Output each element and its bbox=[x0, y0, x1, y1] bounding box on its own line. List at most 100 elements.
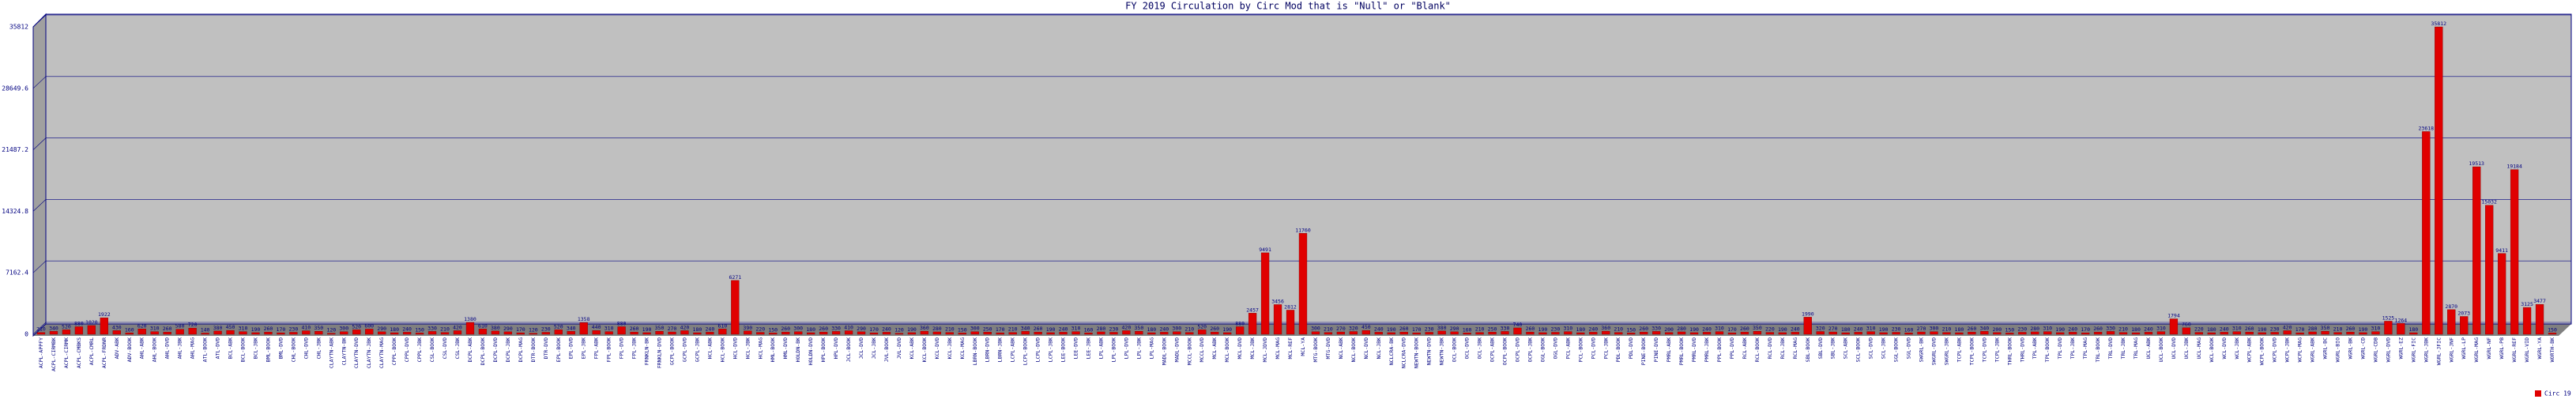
x-tick-label: RCL-JBK bbox=[1779, 337, 1786, 359]
value-label: 340 bbox=[1979, 325, 1989, 331]
bar bbox=[1640, 331, 1648, 335]
x-tick-label: FPL-JBK bbox=[631, 337, 638, 359]
bar bbox=[642, 332, 651, 335]
x-tick-label: TRL-JBK bbox=[2120, 337, 2126, 359]
bar bbox=[478, 329, 488, 335]
value-label: 260 bbox=[2093, 326, 2103, 332]
value-label: 260 bbox=[781, 326, 790, 332]
plot-wall bbox=[32, 13, 47, 337]
value-label: 280 bbox=[932, 326, 942, 332]
value-label: 190 bbox=[2359, 326, 2368, 333]
bar bbox=[2018, 332, 2027, 335]
bar bbox=[2156, 331, 2166, 335]
value-label: 190 bbox=[907, 326, 917, 333]
x-tick-label: MCCL-BOOK bbox=[1186, 337, 1192, 365]
bar bbox=[579, 322, 588, 335]
bar bbox=[1046, 332, 1055, 335]
grid-line bbox=[32, 322, 47, 335]
bar bbox=[1198, 330, 1207, 335]
x-tick-label: LBRN-JBK bbox=[997, 337, 1004, 362]
value-label: 330 bbox=[1651, 325, 1661, 331]
bar bbox=[1778, 332, 1787, 335]
value-label: 350 bbox=[314, 325, 323, 331]
x-tick-label: ADV-BOOK bbox=[126, 337, 133, 362]
grid-line bbox=[32, 137, 47, 150]
bar bbox=[1437, 330, 1446, 335]
x-tick-label: HCL-BOOK bbox=[719, 337, 725, 362]
x-tick-label: PDL-BOOK bbox=[1615, 337, 1621, 362]
value-label: 280 bbox=[1097, 326, 1106, 332]
value-label: 310 bbox=[239, 326, 248, 332]
bar bbox=[1034, 331, 1042, 335]
x-tick-label: PMRL-DVD bbox=[1691, 337, 1697, 362]
bar bbox=[2548, 333, 2557, 335]
x-tick-label: ACPL-CIRMK bbox=[63, 337, 70, 368]
value-label: 210 bbox=[1008, 326, 1018, 333]
value-label: 220 bbox=[2194, 326, 2204, 333]
x-tick-label: LBRN-BOOK bbox=[972, 337, 978, 365]
bar bbox=[1614, 332, 1623, 335]
value-label: 23618 bbox=[2419, 125, 2435, 131]
x-tick-label: CHL-DVD bbox=[303, 337, 309, 359]
grid-line bbox=[32, 14, 47, 28]
bar bbox=[844, 330, 853, 335]
value-label: 1990 bbox=[1802, 311, 1814, 317]
value-label: 350 bbox=[1753, 325, 1762, 331]
value-label: 9491 bbox=[1259, 247, 1271, 253]
value-label: 15032 bbox=[2481, 199, 2497, 205]
value-label: 300 bbox=[339, 326, 348, 332]
bar bbox=[2295, 332, 2304, 335]
x-tick-label: LCPL-JBK bbox=[1048, 337, 1054, 362]
x-tick-label: WCL-DVD bbox=[2221, 337, 2228, 359]
bar bbox=[264, 331, 273, 335]
bar bbox=[1917, 331, 1926, 335]
x-tick-label: SWGRL-DVD bbox=[1930, 337, 1937, 365]
value-label: 190 bbox=[1387, 326, 1396, 333]
value-label: 240 bbox=[2068, 326, 2077, 332]
x-tick-label: UCL-DVD bbox=[2171, 337, 2177, 359]
x-tick-label: CSL-DVD bbox=[442, 337, 448, 359]
value-label: 2870 bbox=[2445, 303, 2457, 310]
bar bbox=[2346, 331, 2355, 335]
value-label: 340 bbox=[1021, 325, 1030, 331]
bar bbox=[1753, 330, 1762, 335]
bar bbox=[1602, 330, 1610, 335]
bar bbox=[592, 330, 601, 335]
value-label: 450 bbox=[1361, 324, 1371, 330]
x-tick-label: WCPL-ABK bbox=[2246, 337, 2253, 362]
value-label: 200 bbox=[1664, 326, 1674, 333]
x-tick-label: AHL-ABK bbox=[139, 337, 145, 359]
x-tick-label: EPL-JBK bbox=[581, 337, 587, 359]
value-label: 9411 bbox=[2495, 247, 2508, 254]
value-label: 270 bbox=[668, 326, 677, 332]
bar bbox=[907, 332, 917, 335]
bar bbox=[1211, 331, 1219, 335]
value-label: 350 bbox=[2321, 325, 2330, 331]
bar bbox=[617, 326, 626, 335]
bar bbox=[807, 332, 815, 335]
value-label: 3456 bbox=[1271, 298, 1284, 304]
bar bbox=[1361, 330, 1370, 335]
bar bbox=[112, 330, 121, 335]
bar bbox=[1463, 333, 1471, 335]
bar bbox=[744, 330, 752, 335]
value-label: 520 bbox=[352, 323, 361, 330]
x-tick-label: ACPL-APPFY bbox=[38, 337, 44, 368]
value-label: 320 bbox=[1816, 326, 1825, 332]
bar bbox=[1930, 331, 1938, 335]
bar bbox=[1892, 332, 1900, 335]
bar bbox=[1071, 331, 1080, 335]
x-tick-label: TPL-JBK bbox=[2069, 337, 2076, 359]
value-label: 260 bbox=[1740, 326, 1749, 332]
x-tick-label: LCPL-BOOK bbox=[1022, 337, 1029, 365]
bar bbox=[1526, 331, 1535, 335]
x-tick-label: MTG-DVD bbox=[1325, 337, 1331, 359]
bar bbox=[2485, 205, 2494, 335]
bar bbox=[1589, 332, 1598, 335]
value-label: 280 bbox=[1677, 326, 1686, 332]
bar bbox=[1084, 333, 1093, 335]
x-tick-label: TPL-MAG bbox=[2082, 337, 2088, 359]
x-tick-label: PDL-DVD bbox=[1628, 337, 1634, 359]
value-label: 260 bbox=[264, 326, 273, 332]
value-label: 180 bbox=[1576, 326, 1585, 333]
